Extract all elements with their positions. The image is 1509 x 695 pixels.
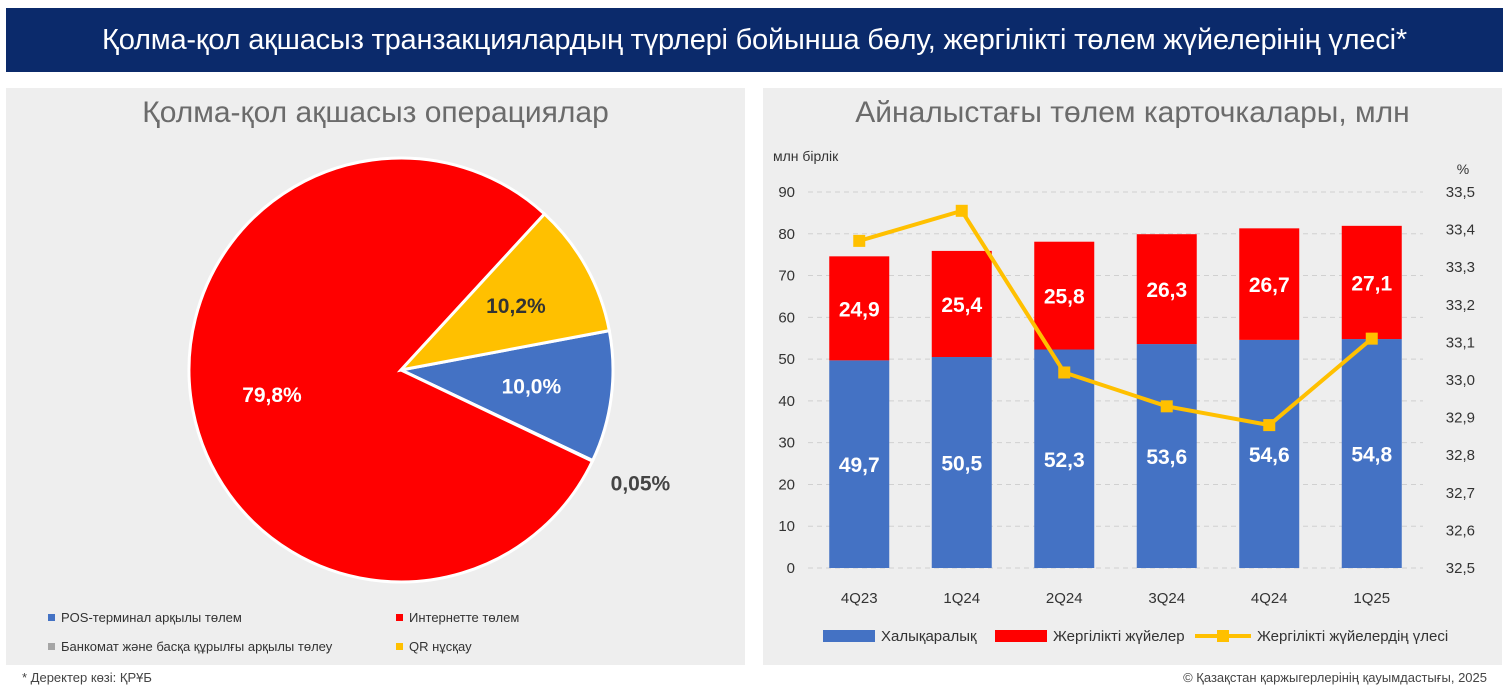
y2-axis-title: % <box>1457 161 1469 177</box>
copyright-note: © Қазақстан қаржыгерлерінің қауымдастығы… <box>1183 670 1487 685</box>
bar-label-international: 50,5 <box>941 453 982 476</box>
legend-label-local: Жергілікті жүйелер <box>1053 628 1185 645</box>
x-tick-label: 3Q24 <box>1148 590 1185 607</box>
pie-legend-item-qr: QR нұсқау <box>396 639 472 654</box>
bar-international <box>1034 349 1095 568</box>
bar-international <box>1136 344 1197 568</box>
y-tick-label: 40 <box>778 393 795 410</box>
page-header: Қолма-қол ақшасыз транзакциялардың түрле… <box>6 8 1503 72</box>
bar-local <box>1239 228 1300 340</box>
bar-local <box>1136 234 1197 345</box>
bar-label-international: 53,6 <box>1146 446 1187 469</box>
x-tick-label: 1Q25 <box>1353 590 1390 607</box>
bar-local <box>829 256 890 361</box>
page-title: Қолма-қол ақшасыз транзакциялардың түрле… <box>102 23 1407 56</box>
bar-label-local: 25,8 <box>1044 286 1085 309</box>
line-marker-local-share <box>1160 400 1173 413</box>
legend-swatch-international <box>823 630 875 642</box>
y2-tick-label: 33,1 <box>1446 334 1475 351</box>
bar-local <box>931 250 992 358</box>
bar-international <box>1239 339 1300 568</box>
bar-chart: млн бірлік% 0 10 20 30 40 50 60 70 80 90 32,5 32,6 32… <box>773 148 1475 645</box>
y-tick-label: 20 <box>778 476 795 493</box>
pie-chart-panel: Қолма-қол ақшасыз операциялар 10,0% 0,05%… <box>6 88 745 665</box>
pie-label-atm: 0,05% <box>611 473 671 496</box>
pie-legend-label-atm: Банкомат және басқа құрылғы арқылы төлеу <box>61 639 333 654</box>
pie-legend-item-atm: Банкомат және басқа құрылғы арқылы төлеу <box>48 639 332 654</box>
legend-swatch-local <box>995 630 1047 642</box>
bar-label-international: 49,7 <box>839 454 880 477</box>
legend-label-share: Жергілікті жүйелердің үлесі <box>1257 628 1448 645</box>
line-marker-local-share <box>1365 332 1378 345</box>
bar-chart-panel: Айналыстағы төлем карточкалары, млн млн … <box>763 88 1502 665</box>
y2-tick-label: 32,7 <box>1446 485 1475 502</box>
y-axis-title: млн бірлік <box>773 148 839 164</box>
pie-chart: 10,0% 0,05% 79,8% 10,2% <box>187 156 671 584</box>
y-tick-label: 80 <box>778 226 795 243</box>
pie-legend-label-qr: QR нұсқау <box>409 639 472 654</box>
y-tick-label: 30 <box>778 435 795 452</box>
pie-slice-qr <box>396 211 612 373</box>
line-marker-local-share <box>1263 419 1276 432</box>
pie-legend-swatch-pos <box>48 614 55 621</box>
line-marker-local-share <box>1058 366 1071 379</box>
y2-tick-label: 33,3 <box>1446 259 1475 276</box>
y2-tick-label: 32,8 <box>1446 447 1475 464</box>
line-marker-local-share <box>853 234 866 247</box>
legend-label-international: Халықаралық <box>881 628 977 645</box>
y2-tick-label: 33,0 <box>1446 372 1475 389</box>
bar-label-local: 27,1 <box>1351 272 1392 295</box>
bar-international <box>829 360 890 568</box>
pie-label-qr: 10,2% <box>486 295 546 318</box>
x-tick-label: 2Q24 <box>1046 590 1083 607</box>
y2-tick-label: 32,6 <box>1446 522 1475 539</box>
bar-international <box>931 357 992 568</box>
bar-chart-title: Айналыстағы төлем карточкалары, млн <box>855 96 1410 129</box>
line-marker-local-share <box>955 204 968 217</box>
pie-chart-title: Қолма-қол ақшасыз операциялар <box>142 96 609 129</box>
pie-legend-label-internet: Интернетте төлем <box>409 610 520 625</box>
bar-local <box>1034 241 1095 350</box>
y-tick-label: 90 <box>778 184 795 201</box>
bar-label-international: 54,6 <box>1249 444 1290 467</box>
pie-legend-label-pos: POS-терминал арқылы төлем <box>61 610 242 625</box>
pie-legend-swatch-atm <box>48 643 55 650</box>
x-tick-label: 4Q23 <box>841 590 878 607</box>
bar-label-local: 25,4 <box>941 294 982 317</box>
pie-label-internet: 79,8% <box>242 384 302 407</box>
pie-legend-swatch-internet <box>396 614 403 621</box>
y-tick-label: 60 <box>778 309 795 326</box>
bar-international <box>1341 339 1402 568</box>
pie-legend-swatch-qr <box>396 643 403 650</box>
y2-tick-label: 32,9 <box>1446 410 1475 427</box>
pie-legend-item-pos: POS-терминал арқылы төлем <box>48 610 242 625</box>
legend-swatch-share-marker <box>1217 630 1229 642</box>
pie-legend-item-internet: Интернетте төлем <box>396 610 519 625</box>
bar-label-international: 52,3 <box>1044 449 1085 472</box>
x-tick-label: 1Q24 <box>943 590 980 607</box>
bar-label-local: 26,7 <box>1249 274 1290 297</box>
y2-tick-label: 32,5 <box>1446 560 1475 577</box>
x-tick-label: 4Q24 <box>1251 590 1288 607</box>
y-tick-label: 50 <box>778 351 795 368</box>
bar-local <box>1341 225 1402 340</box>
y-tick-label: 70 <box>778 268 795 285</box>
pie-slice-internet <box>187 156 595 584</box>
bar-label-international: 54,8 <box>1351 444 1392 467</box>
bar-chart-legend: Халықаралық Жергілікті жүйелер Жергілікті … <box>823 628 1448 645</box>
bar-label-local: 24,9 <box>839 298 880 321</box>
y-tick-label: 0 <box>787 560 795 577</box>
pie-label-pos: 10,0% <box>502 376 562 399</box>
y-tick-label: 10 <box>778 518 795 535</box>
line-local-share <box>858 208 1374 428</box>
y2-tick-label: 33,2 <box>1446 297 1475 314</box>
y2-tick-label: 33,4 <box>1446 222 1475 239</box>
bar-label-local: 26,3 <box>1146 279 1187 302</box>
source-note: * Деректер көзі: ҚРҰБ <box>22 670 152 685</box>
y2-tick-label: 33,5 <box>1446 184 1475 201</box>
pie-slice-pos <box>396 328 615 463</box>
